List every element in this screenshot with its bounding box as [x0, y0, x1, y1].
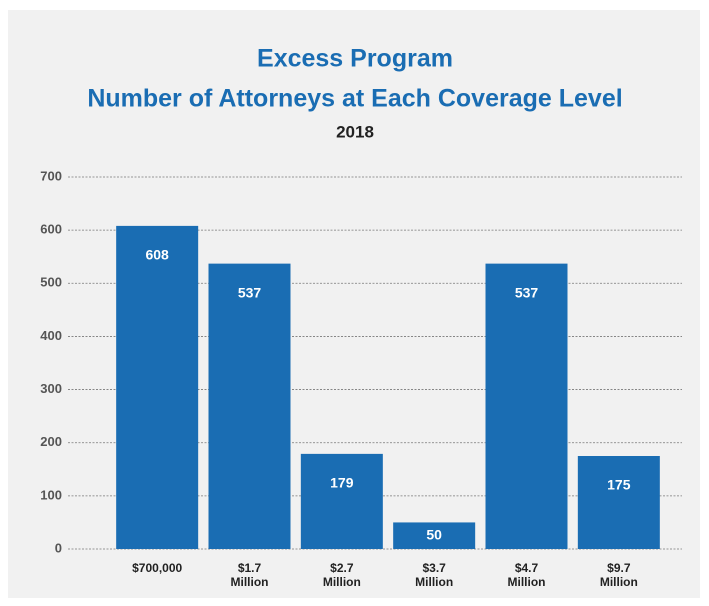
x-tick-label-box: $9.7 Million [599, 561, 638, 589]
x-tick-label: $3.7 Million [415, 561, 454, 589]
x-tick-label: $2.7 Million [322, 561, 361, 589]
y-tick-label: 100 [40, 487, 62, 502]
bar [485, 263, 568, 549]
bar [300, 453, 383, 549]
x-tick-label: $1.7 Million [230, 561, 269, 589]
value-label: 608 [145, 247, 169, 263]
x-tick-label-box: $2.7 Million [322, 561, 361, 589]
y-tick-label: 700 [40, 168, 62, 183]
bar [393, 522, 476, 549]
bar [577, 456, 660, 549]
value-label: 50 [426, 526, 442, 542]
value-label: 537 [515, 284, 539, 300]
chart-caption: 2018 [336, 122, 374, 141]
x-tick-label-box: $4.7 Million [507, 561, 546, 589]
y-tick-label: 600 [40, 222, 62, 237]
x-tick-label: $4.7 Million [507, 561, 546, 589]
bar [208, 263, 291, 549]
y-tick-label: 0 [55, 540, 62, 555]
value-label: 537 [238, 284, 262, 300]
value-label: 175 [607, 477, 631, 493]
chart-title: Excess Program [257, 45, 453, 73]
value-label: 179 [330, 475, 354, 491]
x-tick-label-box: $3.7 Million [415, 561, 454, 589]
x-tick-label-box: $700,000 [132, 561, 183, 575]
y-tick-label: 500 [40, 275, 62, 290]
x-tick-label: $9.7 Million [599, 561, 638, 589]
bar [116, 225, 199, 550]
y-tick-label: 200 [40, 434, 62, 449]
y-tick-label: 300 [40, 381, 62, 396]
x-tick-label-box: $1.7 Million [230, 561, 269, 589]
x-tick-label: $700,000 [132, 561, 183, 575]
chart-subtitle: Number of Attorneys at Each Coverage Lev… [87, 85, 622, 113]
y-tick-label: 400 [40, 328, 62, 343]
